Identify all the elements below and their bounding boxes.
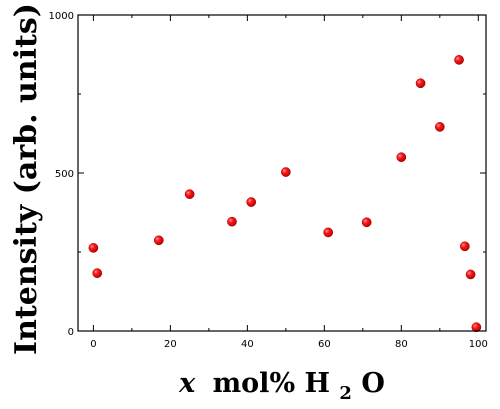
x-axis-label: x mol% H 2 O bbox=[178, 368, 385, 406]
x-axis-variable: x bbox=[178, 368, 196, 399]
data-point bbox=[246, 197, 257, 207]
data-point bbox=[280, 167, 291, 177]
data-point bbox=[465, 269, 476, 280]
data-point bbox=[88, 243, 99, 253]
data-point bbox=[434, 122, 445, 132]
plot-area-frame bbox=[77, 14, 487, 332]
y-tick-label: 500 bbox=[55, 169, 74, 180]
x-axis-suffix: O bbox=[361, 368, 385, 399]
data-point bbox=[323, 227, 334, 238]
y-axis-label: Intensity (arb. units) bbox=[9, 3, 44, 355]
x-axis-subscript: 2 bbox=[339, 383, 352, 404]
x-axis-text: mol% H bbox=[213, 368, 330, 399]
data-point bbox=[184, 189, 195, 200]
x-tick-label: 80 bbox=[395, 339, 408, 350]
x-tick-label: 20 bbox=[164, 339, 177, 350]
data-point bbox=[227, 216, 237, 227]
data-point bbox=[92, 268, 103, 279]
data-point bbox=[454, 55, 464, 65]
x-tick-label: 60 bbox=[318, 339, 331, 350]
y-tick-label: 0 bbox=[68, 327, 74, 338]
data-point bbox=[471, 322, 482, 333]
y-tick-label: 1000 bbox=[49, 11, 74, 22]
data-point bbox=[415, 78, 426, 89]
x-tick-label: 100 bbox=[469, 339, 488, 350]
data-points bbox=[88, 55, 482, 333]
data-point bbox=[396, 152, 407, 163]
data-point bbox=[361, 217, 372, 228]
x-tick-label: 0 bbox=[90, 339, 96, 350]
x-tick-label: 40 bbox=[241, 339, 254, 350]
data-point bbox=[459, 241, 470, 252]
data-point bbox=[153, 235, 164, 246]
